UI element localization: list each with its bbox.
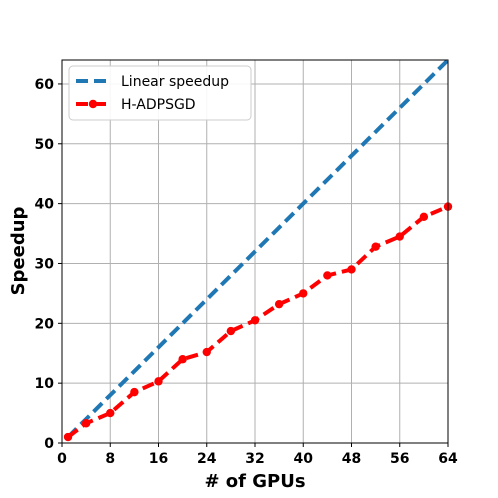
- x-tick-label: 64: [438, 451, 458, 467]
- y-tick-label: 40: [35, 197, 55, 213]
- x-tick-label: 48: [342, 451, 361, 467]
- data-point-h-adpsgd: [323, 271, 332, 280]
- data-point-h-adpsgd: [154, 377, 163, 386]
- x-tick-label: 8: [105, 451, 115, 467]
- legend-label-linear-speedup: Linear speedup: [121, 74, 229, 90]
- x-tick-label: 40: [294, 451, 314, 467]
- legend: Linear speedup H-ADPSGD: [68, 65, 252, 121]
- legend-box: [68, 65, 252, 121]
- y-tick-label: 60: [35, 77, 55, 93]
- data-point-h-adpsgd: [106, 408, 115, 418]
- data-point-h-adpsgd: [130, 387, 139, 397]
- legend-marker-h-adpsgd: [88, 99, 98, 109]
- data-point-h-adpsgd: [63, 432, 73, 442]
- data-point-h-adpsgd: [81, 419, 91, 428]
- data-point-h-adpsgd: [419, 212, 429, 221]
- x-tick-label: 32: [245, 451, 264, 467]
- series-layer: [63, 58, 453, 442]
- y-tick-label: 20: [35, 316, 55, 332]
- x-tick-label: 16: [149, 451, 168, 467]
- x-tick-label: 0: [57, 451, 67, 467]
- y-tick-label: 0: [44, 436, 54, 452]
- data-point-h-adpsgd: [178, 355, 187, 364]
- data-point-h-adpsgd: [395, 232, 404, 241]
- data-point-h-adpsgd: [274, 299, 284, 309]
- x-axis-ticks: 0 8 16 24 32 40 48 56 64: [57, 443, 458, 467]
- data-point-h-adpsgd: [347, 265, 356, 274]
- data-point-h-adpsgd: [250, 316, 260, 325]
- legend-label-h-adpsgd: H-ADPSGD: [121, 97, 196, 113]
- y-axis-title: Speedup: [8, 206, 29, 295]
- x-tick-label: 24: [197, 451, 217, 467]
- y-tick-label: 30: [35, 256, 55, 272]
- y-tick-label: 10: [35, 376, 55, 392]
- data-point-h-adpsgd: [226, 326, 236, 336]
- data-point-h-adpsgd: [299, 289, 308, 298]
- data-point-h-adpsgd: [371, 242, 380, 251]
- x-axis-title: # of GPUs: [204, 471, 305, 492]
- data-point-h-adpsgd: [202, 347, 211, 357]
- y-axis-ticks: 0 10 20 30 40 50 60: [35, 77, 62, 452]
- x-tick-label: 56: [390, 451, 409, 467]
- y-tick-label: 50: [35, 137, 55, 153]
